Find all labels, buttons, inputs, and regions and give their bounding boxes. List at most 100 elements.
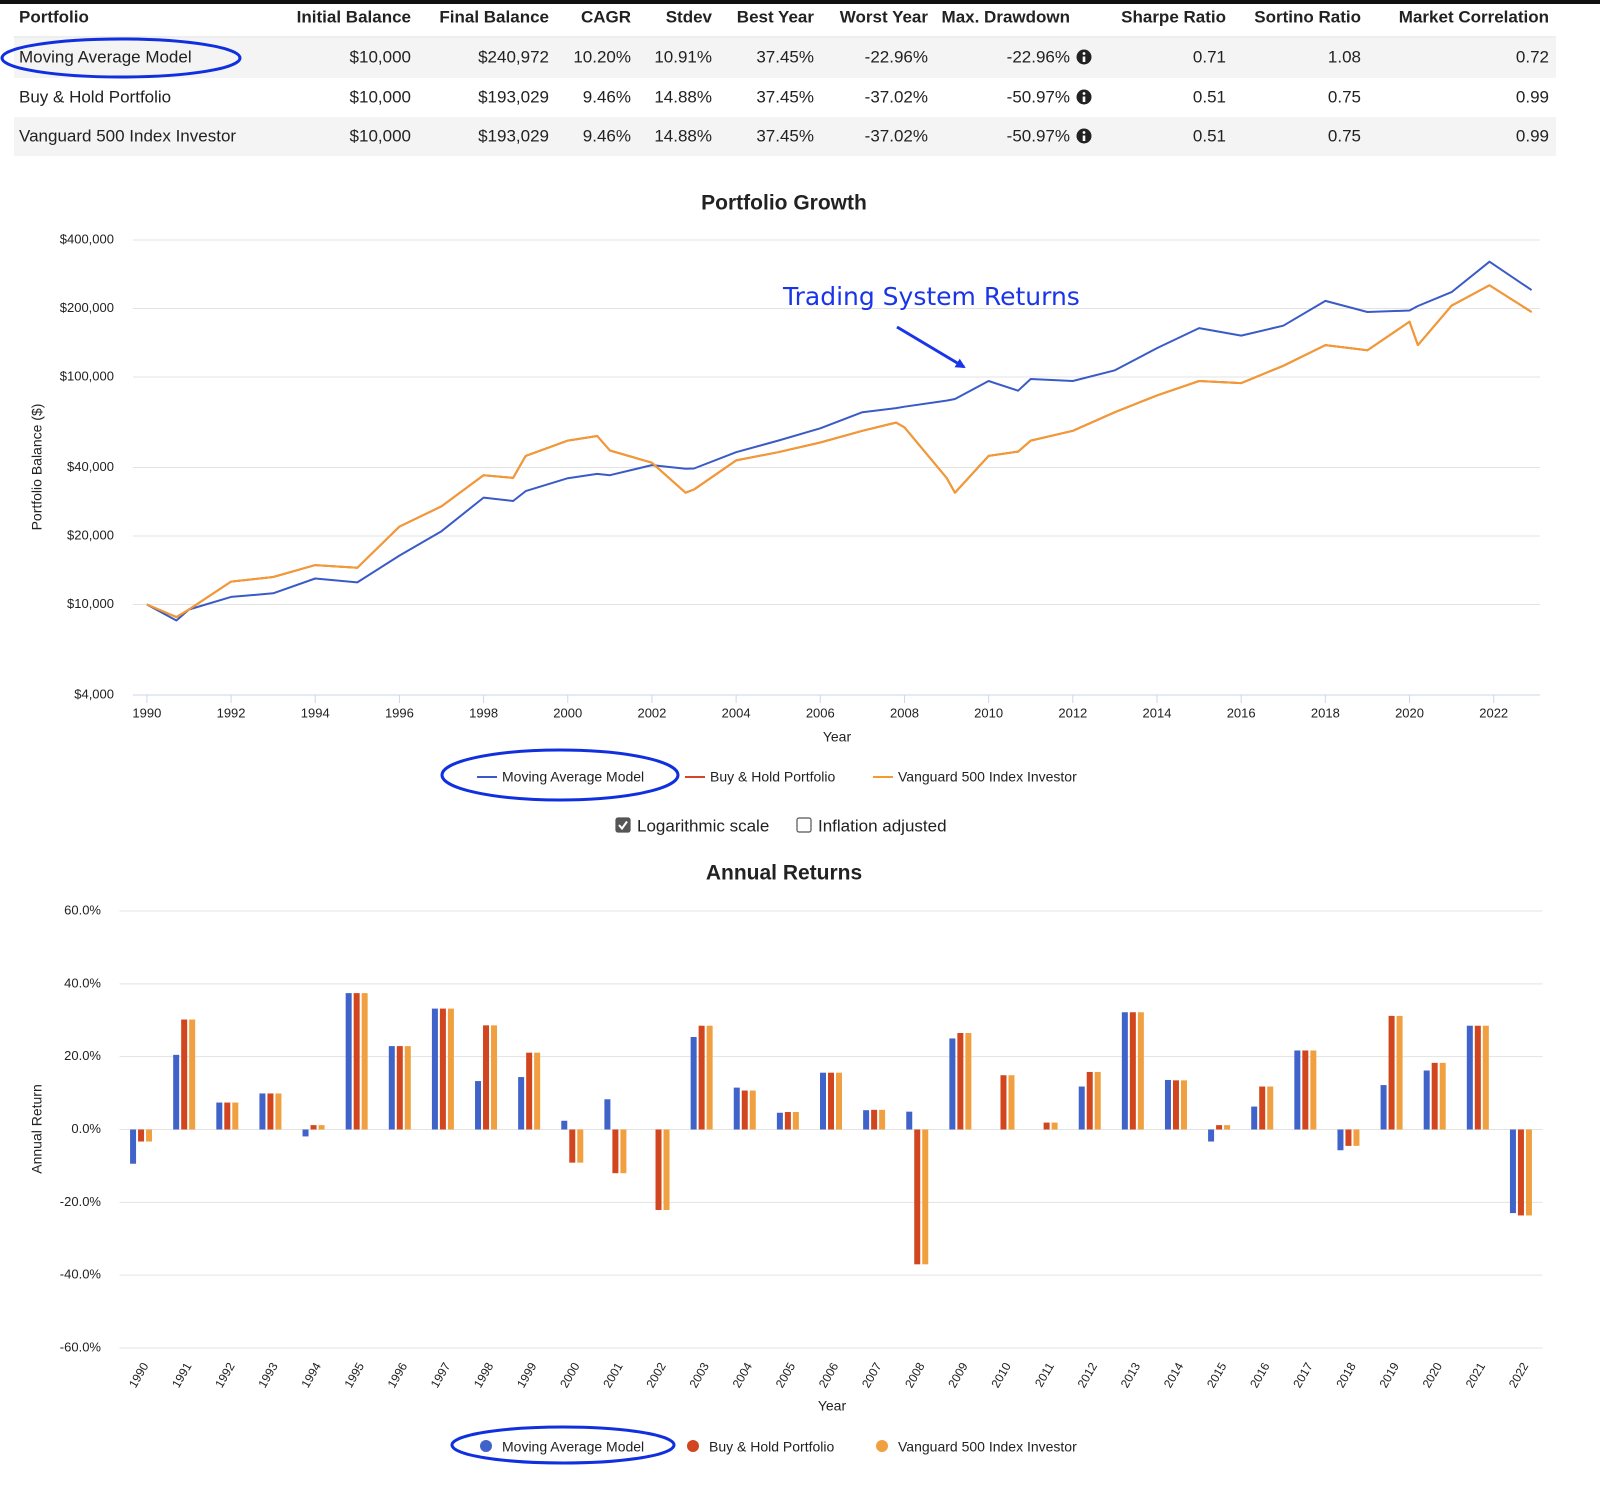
table-cell: 1.08: [1328, 47, 1361, 66]
table-cell: $193,029: [478, 126, 549, 145]
legend-label[interactable]: Moving Average Model: [502, 1439, 644, 1455]
checkmark: [618, 820, 628, 831]
checkbox[interactable]: [615, 817, 631, 833]
x-tick-label: 2003: [687, 1360, 713, 1390]
bar: [491, 1025, 498, 1130]
y-tick-label: $100,000: [60, 368, 114, 383]
checkbox-label[interactable]: Logarithmic scale: [637, 816, 769, 835]
legend-swatch: [876, 1440, 888, 1452]
x-tick-label: 2001: [600, 1360, 626, 1390]
legend-label[interactable]: Buy & Hold Portfolio: [710, 769, 835, 785]
legend-label[interactable]: Vanguard 500 Index Investor: [898, 769, 1077, 785]
bar: [706, 1025, 713, 1130]
table-cell: 0.99: [1516, 87, 1549, 106]
bar: [173, 1054, 180, 1130]
x-axis-title: Year: [823, 729, 852, 745]
table-cell: -50.97%: [1007, 87, 1070, 106]
bar: [1337, 1129, 1344, 1151]
y-tick-label: 60.0%: [64, 902, 101, 917]
bar: [820, 1072, 826, 1130]
bar: [1216, 1125, 1223, 1130]
bar: [1172, 1080, 1179, 1130]
table-cell: 14.88%: [654, 87, 712, 106]
bar: [189, 1019, 196, 1130]
table-cell: $10,000: [350, 87, 411, 106]
bar: [1051, 1122, 1058, 1130]
x-tick-label: 2018: [1311, 705, 1340, 720]
legend-label[interactable]: Buy & Hold Portfolio: [709, 1439, 834, 1455]
legend-swatch: [480, 1440, 492, 1452]
bar: [569, 1129, 576, 1163]
table-cell: 37.45%: [756, 87, 814, 106]
bar: [561, 1120, 568, 1130]
y-tick-label: -20.0%: [60, 1194, 102, 1209]
y-tick-label: $10,000: [67, 596, 114, 611]
legend-label[interactable]: Moving Average Model: [502, 769, 644, 785]
bar: [663, 1129, 670, 1210]
table-cell: 0.75: [1328, 87, 1361, 106]
table-cell: $10,000: [350, 47, 411, 66]
bar: [792, 1112, 799, 1130]
info-icon-dot: [1082, 92, 1086, 95]
x-tick-label: 2022: [1479, 705, 1508, 720]
bar: [1251, 1106, 1258, 1130]
bar: [1396, 1015, 1403, 1130]
bar: [1474, 1025, 1481, 1130]
table-cell: $193,029: [478, 87, 549, 106]
bar: [396, 1046, 403, 1130]
info-icon-stem: [1082, 56, 1086, 62]
table-cell: 0.72: [1516, 47, 1549, 66]
table-cell: 9.46%: [583, 126, 631, 145]
bar: [863, 1110, 870, 1130]
x-tick-label: 1994: [301, 705, 330, 720]
table-cell: 9.46%: [583, 87, 631, 106]
bar: [224, 1102, 231, 1130]
x-tick-label: 2004: [722, 705, 751, 720]
bar: [1094, 1071, 1101, 1130]
bar: [690, 1037, 697, 1130]
x-tick-label: 1992: [212, 1360, 238, 1390]
checkbox[interactable]: [796, 817, 812, 833]
series-line: [146, 284, 1533, 619]
bar: [1345, 1129, 1352, 1146]
x-tick-label: 2008: [902, 1360, 928, 1390]
column-header: Initial Balance: [297, 7, 411, 26]
portfolio-name: Moving Average Model: [19, 47, 192, 66]
row-bg: [14, 117, 1556, 156]
bar: [1180, 1080, 1187, 1130]
bar: [949, 1038, 956, 1130]
x-tick-label: 2002: [643, 1360, 669, 1390]
bar: [784, 1112, 791, 1130]
x-tick-label: 2002: [637, 705, 666, 720]
checkbox-label[interactable]: Inflation adjusted: [818, 816, 947, 835]
bar: [447, 1008, 454, 1130]
y-tick-label: -40.0%: [60, 1267, 102, 1282]
annotation: Trading System Returns: [782, 282, 1080, 311]
y-tick-label: $4,000: [74, 686, 114, 701]
bar: [1509, 1129, 1516, 1214]
highlight-ellipse: [440, 748, 680, 802]
bar: [1224, 1125, 1231, 1130]
x-tick-label: 2012: [1058, 705, 1087, 720]
x-tick-label: 2005: [773, 1360, 799, 1390]
column-header: Sharpe Ratio: [1121, 7, 1226, 26]
bar: [1208, 1129, 1215, 1142]
bar: [1259, 1086, 1266, 1130]
table-cell: 0.99: [1516, 126, 1549, 145]
x-tick-label: 2020: [1420, 1360, 1446, 1390]
x-tick-label: 2008: [890, 705, 919, 720]
bar: [431, 1008, 438, 1130]
bar: [776, 1112, 783, 1130]
x-tick-label: 1996: [385, 1360, 411, 1390]
bar: [1294, 1050, 1301, 1130]
bar: [1137, 1012, 1144, 1130]
bar: [828, 1072, 834, 1130]
x-tick-label: 1998: [471, 1360, 497, 1390]
bar: [1525, 1129, 1532, 1216]
bar: [1164, 1079, 1171, 1130]
column-header: Max. Drawdown: [942, 7, 1070, 26]
x-tick-label: 1996: [385, 705, 414, 720]
legend-label[interactable]: Vanguard 500 Index Investor: [898, 1439, 1077, 1455]
bar: [749, 1090, 756, 1130]
